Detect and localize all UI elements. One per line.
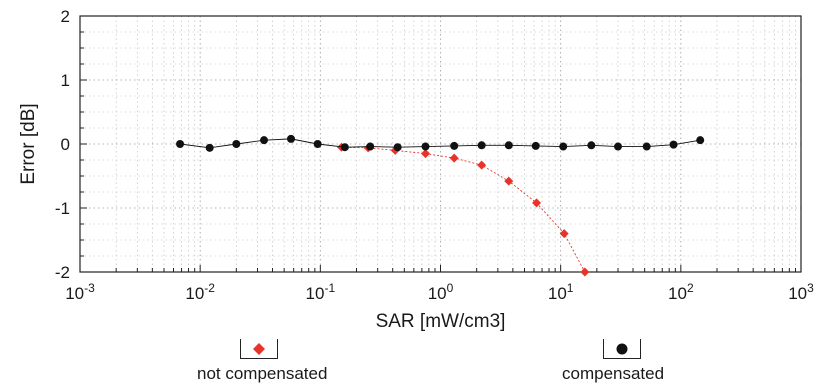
data-point-circle: [340, 143, 349, 152]
data-point-diamond: [532, 198, 542, 208]
x-tick-label: 10-2: [185, 281, 215, 303]
grid-lines: [79, 15, 801, 273]
series-line: [179, 138, 701, 149]
data-point-circle: [205, 143, 214, 152]
series-line: [341, 146, 586, 273]
x-tick-label: 10-3: [65, 281, 95, 303]
x-tick-label: 101: [548, 281, 574, 303]
data-point-circle: [450, 141, 459, 150]
y-tick-label: 1: [61, 71, 70, 90]
data-point-diamond: [477, 160, 487, 170]
red-diamond-marker-icon: [253, 342, 265, 355]
data-point-circle: [642, 142, 651, 151]
legend-swatch-compensated: [603, 339, 641, 359]
data-point-circle: [669, 140, 678, 149]
data-point-diamond: [559, 229, 569, 239]
black-circle-marker-icon: [616, 343, 628, 354]
x-tick-label: 102: [668, 281, 694, 303]
data-point-circle: [176, 140, 185, 148]
x-tick-label: 103: [788, 281, 814, 303]
data-point-diamond: [449, 153, 459, 163]
y-tick-label: -1: [55, 199, 70, 218]
y-tick-label: 2: [61, 7, 70, 26]
data-point-circle: [531, 141, 540, 150]
data-point-circle: [421, 142, 430, 151]
x-tick-label: 100: [428, 281, 454, 303]
series-0: [336, 142, 590, 277]
legend-label-not-compensated: not compensated: [197, 364, 328, 383]
data-point-circle: [286, 134, 295, 143]
data-point-diamond: [580, 267, 590, 277]
y-tick-label: -2: [55, 263, 70, 282]
data-point-circle: [260, 136, 269, 145]
data-point-circle: [393, 143, 402, 152]
legend-swatch-not-compensated: [240, 339, 278, 359]
data-point-circle: [232, 140, 241, 148]
x-tick-label: 10-1: [306, 281, 336, 303]
data-point-circle: [559, 142, 568, 151]
series-layer: [176, 134, 705, 277]
data-point-circle: [614, 142, 623, 151]
data-point-circle: [313, 140, 322, 148]
legend-label-compensated: compensated: [562, 364, 665, 383]
series-1: [176, 134, 705, 152]
data-point-circle: [366, 142, 375, 151]
data-point-circle: [477, 141, 486, 150]
data-point-circle: [504, 141, 513, 150]
data-point-circle: [587, 141, 596, 150]
data-point-diamond: [420, 149, 430, 159]
data-point-diamond: [504, 176, 514, 186]
y-tick-label: 0: [61, 135, 70, 154]
data-point-circle: [696, 136, 705, 145]
x-axis-title: SAR [mW/cm3]: [376, 311, 506, 332]
y-axis-title: Error [dB]: [18, 103, 39, 184]
